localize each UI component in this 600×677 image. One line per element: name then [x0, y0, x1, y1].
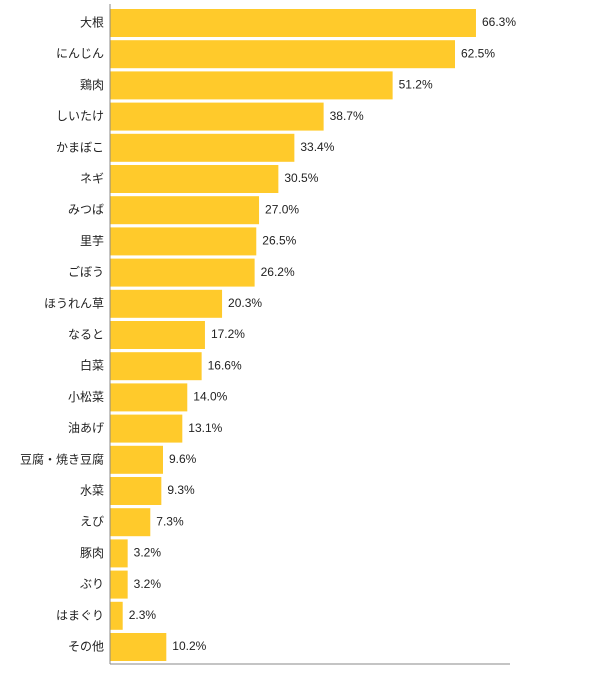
bar — [110, 633, 167, 661]
value-label: 13.1% — [188, 421, 222, 435]
value-label: 7.3% — [156, 514, 184, 528]
bar — [110, 40, 455, 69]
bar — [110, 601, 123, 630]
bar — [110, 102, 324, 131]
value-label: 2.3% — [129, 608, 157, 622]
bar — [110, 321, 205, 349]
category-label: その他 — [68, 640, 104, 654]
value-label: 10.2% — [172, 639, 206, 653]
value-label: 14.0% — [193, 390, 227, 404]
bar — [110, 165, 279, 193]
bar — [110, 133, 295, 162]
bar — [110, 352, 202, 381]
value-label: 9.3% — [167, 483, 195, 497]
bar — [110, 508, 151, 537]
category-label: えび — [80, 515, 104, 529]
value-label: 62.5% — [461, 46, 495, 60]
value-label: 30.5% — [284, 171, 318, 185]
value-label: 51.2% — [399, 78, 433, 92]
value-label: 66.3% — [482, 15, 516, 29]
category-label: 小松菜 — [68, 390, 104, 404]
bar — [110, 445, 163, 474]
bar — [110, 477, 162, 505]
value-label: 3.2% — [134, 546, 162, 560]
category-label: にんじん — [56, 47, 104, 61]
bar — [110, 570, 128, 599]
category-label: 水菜 — [80, 484, 104, 498]
category-label: 白菜 — [80, 358, 104, 373]
category-label: 油あげ — [68, 421, 104, 435]
category-label: ほうれん草 — [44, 296, 104, 310]
bar — [110, 71, 393, 100]
category-label: ネギ — [80, 172, 104, 186]
value-label: 3.2% — [134, 577, 162, 591]
value-label: 26.2% — [261, 265, 295, 279]
value-label: 16.6% — [208, 358, 242, 372]
value-label: 20.3% — [228, 296, 262, 310]
category-label: 豆腐・焼き豆腐 — [20, 451, 104, 466]
category-label: 鶏肉 — [80, 78, 104, 92]
bar — [110, 414, 183, 443]
category-label: ぶり — [80, 577, 104, 591]
bars-group — [110, 9, 476, 661]
value-label: 17.2% — [211, 327, 245, 341]
category-label: なると — [68, 328, 104, 342]
bar — [110, 9, 476, 37]
bar — [110, 289, 223, 318]
category-label: ごぼう — [68, 264, 104, 279]
value-label: 27.0% — [265, 202, 299, 216]
category-label: 豚肉 — [80, 546, 104, 560]
category-label: かまぼこ — [56, 140, 104, 154]
value-label: 33.4% — [300, 140, 334, 154]
bar — [110, 539, 128, 568]
value-labels-group: 66.3% 62.5% 51.2% 38.7% 33.4% 30.5% 27.0% 26.5%… — [129, 15, 517, 653]
bar — [110, 196, 260, 225]
category-label: みつば — [68, 203, 104, 217]
category-label: 大根 — [80, 16, 104, 30]
value-label: 9.6% — [169, 452, 197, 466]
category-labels-group: 大根にんじん鶏肉しいたけかまぼこネギみつば里芋ごぼうほうれん草なると白菜小松菜油… — [20, 16, 104, 654]
value-label: 26.5% — [262, 234, 296, 248]
category-label: 里芋 — [80, 234, 104, 248]
bar — [110, 383, 188, 412]
category-label: はまぐり — [56, 608, 104, 622]
bar — [110, 227, 257, 256]
bar — [110, 258, 255, 287]
category-label: しいたけ — [56, 109, 104, 123]
value-label: 38.7% — [330, 109, 364, 123]
